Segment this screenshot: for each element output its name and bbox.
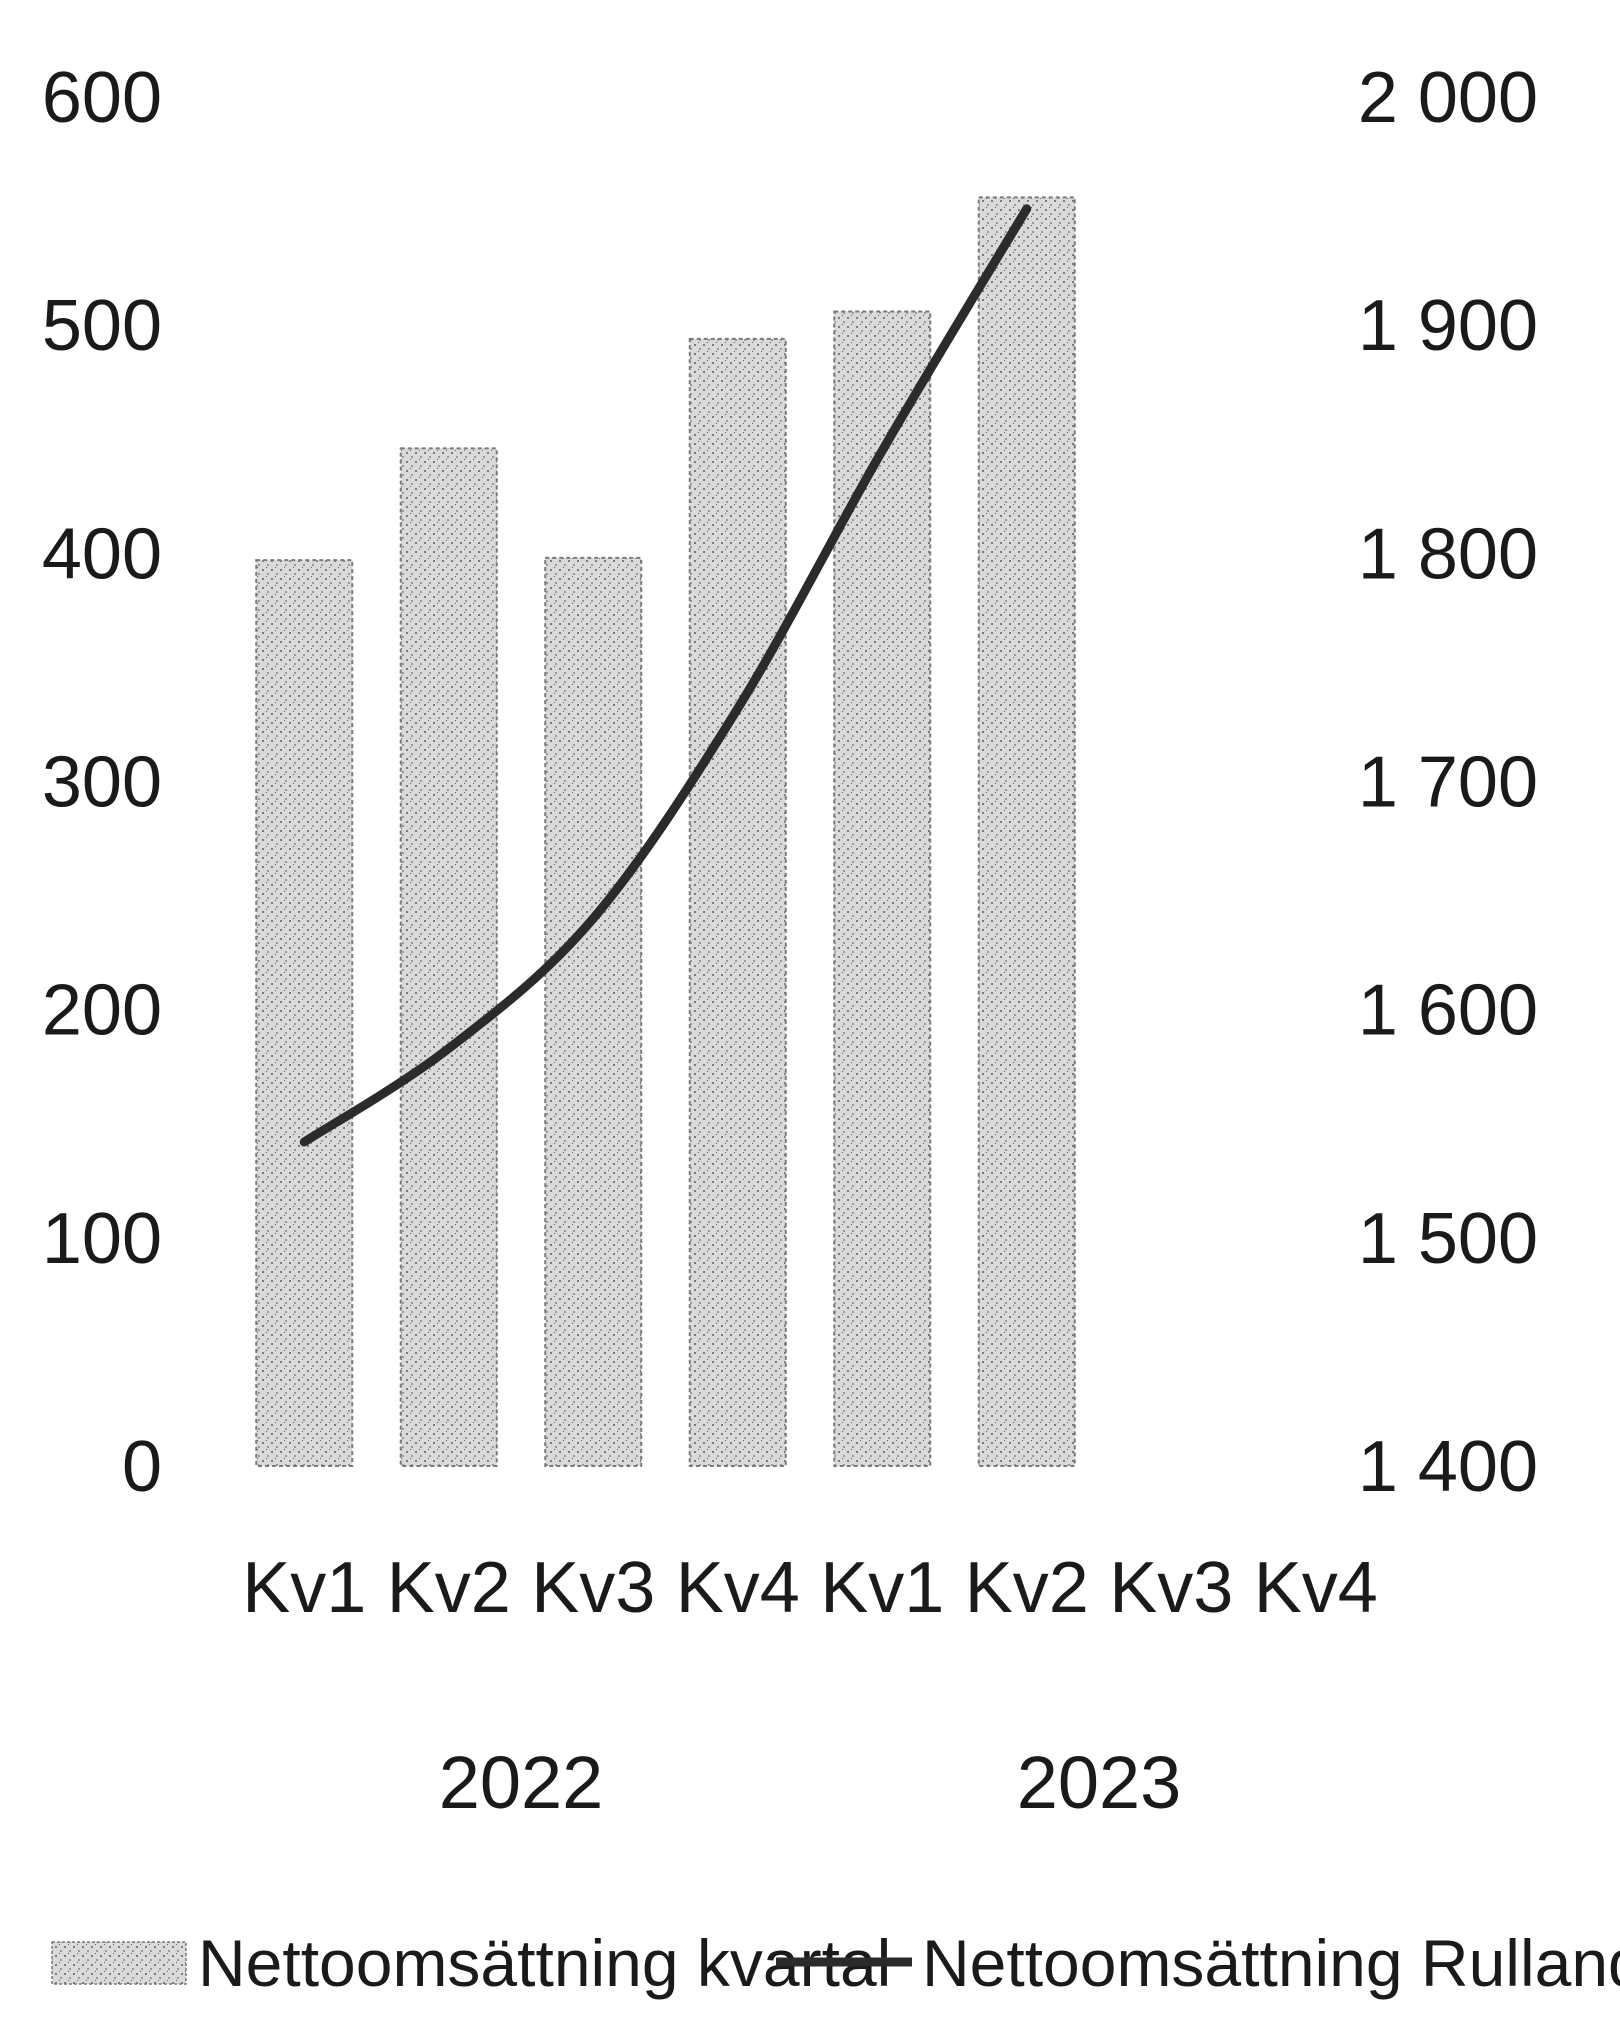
right-tick-label: 1 400 (1358, 1427, 1538, 1507)
bar-kv3-2 (544, 556, 643, 1467)
legend-label-quarterly: Nettoomsättning kvartal (198, 1926, 891, 2000)
right-axis-ticks: 2 000 1 900 1 800 1 700 1 600 1 500 1 400 (1358, 58, 1538, 1507)
left-tick-label: 100 (42, 1199, 162, 1279)
left-tick-label: 400 (42, 514, 162, 594)
category-label: Kv4 (676, 1548, 800, 1628)
bar-kv4-3 (688, 337, 787, 1467)
line-point-0 (301, 1139, 307, 1145)
year-label: 2023 (1017, 1741, 1182, 1824)
right-tick-label: 2 000 (1358, 58, 1538, 138)
right-tick-label: 1 800 (1358, 514, 1538, 594)
category-labels: Kv1 Kv2 Kv3 Kv4 Kv1 Kv2 Kv3 Kv4 (242, 1548, 1378, 1628)
category-label: Kv3 (1109, 1548, 1233, 1628)
line-point-3 (735, 705, 741, 711)
bar-kv2-1 (399, 447, 498, 1468)
line-point-1 (446, 1045, 452, 1051)
left-axis-ticks: 600 500 400 300 200 100 0 (42, 58, 162, 1507)
bar-kv2-5 (977, 196, 1076, 1468)
right-tick-label: 1 500 (1358, 1199, 1538, 1279)
right-tick-label: 1 600 (1358, 971, 1538, 1051)
category-label: Kv1 (242, 1548, 366, 1628)
left-tick-label: 500 (42, 286, 162, 366)
bars-layer (255, 196, 1076, 1468)
category-label: Kv4 (1254, 1548, 1378, 1628)
line-point-5 (1024, 206, 1030, 212)
line-point-2 (590, 915, 596, 921)
right-tick-label: 1 900 (1358, 286, 1538, 366)
left-tick-label: 300 (42, 743, 162, 823)
category-label: Kv2 (965, 1548, 1089, 1628)
category-label: Kv1 (820, 1548, 944, 1628)
category-label: Kv2 (387, 1548, 511, 1628)
legend-label-rolling: Nettoomsättning Rullande 12 (922, 1926, 1620, 2000)
left-tick-label: 200 (42, 971, 162, 1051)
line-point-4 (879, 448, 885, 454)
category-label: Kv3 (531, 1548, 655, 1628)
year-group-labels: 2022 2023 (439, 1741, 1182, 1824)
legend: Nettoomsättning kvartal Nettoomsättning R… (51, 1926, 1620, 2000)
left-tick-label: 0 (122, 1427, 162, 1507)
left-tick-label: 600 (42, 58, 162, 138)
line-layer (299, 204, 1032, 1147)
right-tick-label: 1 700 (1358, 743, 1538, 823)
legend-bar-swatch (51, 1941, 187, 1985)
bar-kv1-0 (255, 559, 354, 1467)
year-label: 2022 (439, 1741, 604, 1824)
bar-kv1-4 (833, 310, 932, 1467)
